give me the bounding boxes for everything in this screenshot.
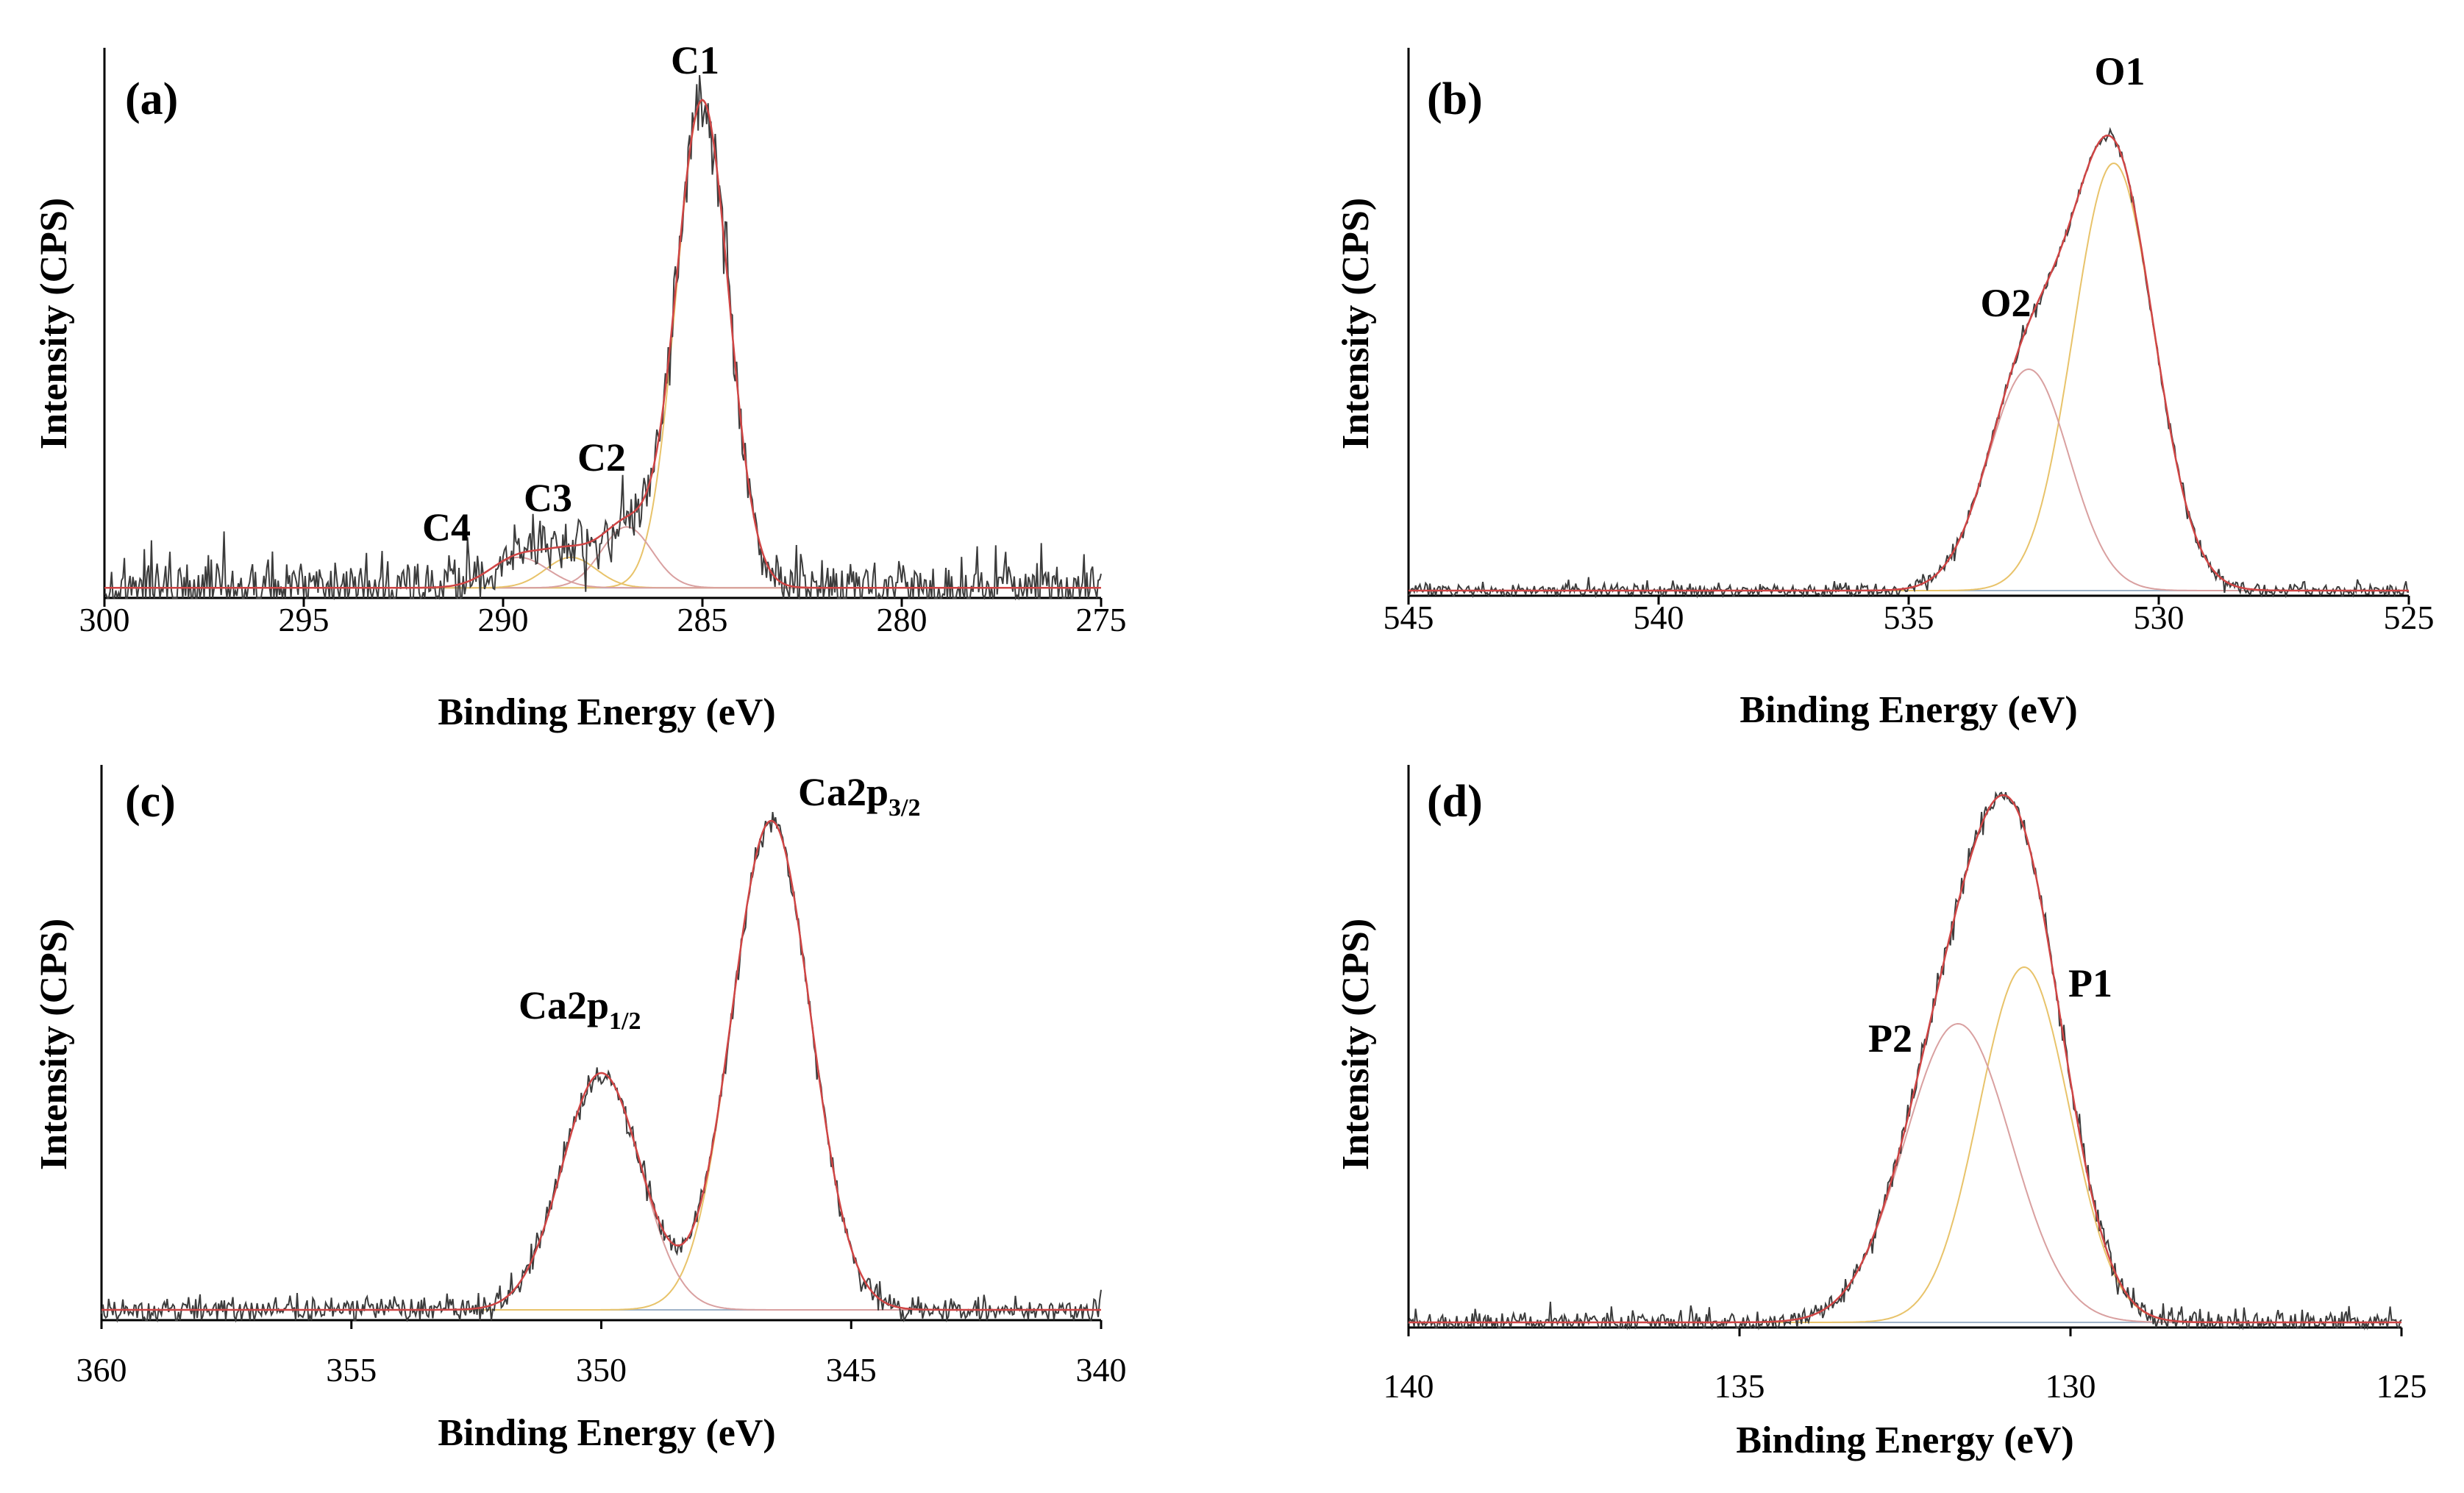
x-tick-label: 295 (279, 601, 330, 638)
envelope-fit-line (104, 99, 1101, 589)
peak-label-P2: P2 (1868, 1016, 1912, 1061)
y-axis-label: Intensity (CPS) (33, 919, 75, 1170)
y-axis-label: Intensity (CPS) (1335, 198, 1377, 449)
x-tick-label: 135 (1715, 1367, 1765, 1405)
x-tick-label: 530 (2134, 599, 2185, 636)
envelope-fit-line (1409, 794, 2401, 1324)
x-axis-label: Binding Energy (eV) (1740, 689, 2077, 731)
peak-label-Ca2p1-2: Ca2p1/2 (519, 983, 641, 1035)
x-tick-label: 130 (2045, 1367, 2096, 1405)
y-axis-label: Intensity (CPS) (33, 198, 75, 449)
x-tick-label: 345 (826, 1351, 877, 1389)
peak-label-P1: P1 (2068, 961, 2112, 1005)
peak-label-C4: C4 (422, 505, 471, 549)
curves (1408, 127, 2410, 599)
curves (101, 811, 1102, 1323)
peak-labels: O1 O2 (1980, 49, 2145, 325)
x-ticks: 300 295 290 285 280 275 (79, 598, 1127, 638)
peak-label-C3: C3 (524, 476, 572, 520)
y-axis-label: Intensity (CPS) (1335, 919, 1377, 1170)
peak-label-O2: O2 (1980, 281, 2031, 325)
x-tick-label: 360 (76, 1351, 127, 1389)
raw-spectrum-line (1408, 127, 2410, 599)
x-axis-label: Binding Energy (eV) (1736, 1419, 2073, 1461)
x-tick-label: 540 (1634, 599, 1684, 636)
x-tick-label: 280 (877, 601, 927, 638)
panel-label: (b) (1427, 74, 1483, 124)
x-tick-label: 140 (1384, 1367, 1434, 1405)
x-tick-label: 545 (1384, 599, 1434, 636)
panel-label: (c) (125, 777, 176, 827)
x-axis-label: Binding Energy (eV) (438, 1412, 775, 1454)
panel-d: 140 135 130 125 P1 P2 (d) Binding Energy (eV… (1335, 765, 2427, 1461)
x-tick-label: 340 (1076, 1351, 1127, 1389)
x-ticks: 360 355 350 345 340 (76, 1320, 1127, 1389)
peak-labels: Ca2p3/2 Ca2p1/2 (519, 770, 920, 1035)
peak-label-C2: C2 (577, 435, 626, 480)
x-tick-label: 350 (576, 1351, 627, 1389)
x-ticks: 545 540 535 530 525 (1384, 596, 2435, 636)
x-tick-label: 275 (1076, 601, 1127, 638)
x-axis-label: Binding Energy (eV) (438, 691, 775, 733)
peak-label-O1: O1 (2094, 49, 2145, 93)
panel-label: (d) (1427, 777, 1483, 827)
x-tick-label: 525 (2384, 599, 2435, 636)
x-tick-label: 285 (677, 601, 728, 638)
x-tick-label: 290 (478, 601, 529, 638)
x-tick-label: 535 (1884, 599, 1934, 636)
curves (104, 75, 1102, 601)
panel-label: (a) (125, 74, 178, 124)
raw-spectrum-line (101, 811, 1102, 1323)
peak-label-C1: C1 (671, 38, 719, 82)
x-tick-label: 125 (2376, 1367, 2427, 1405)
peak-labels: P1 P2 (1868, 961, 2112, 1061)
peak-label-Ca2p3-2: Ca2p3/2 (798, 770, 920, 822)
envelope-fit-line (102, 819, 1101, 1311)
envelope-fit-line (1409, 134, 2409, 592)
x-ticks: 140 135 130 125 (1384, 1328, 2427, 1405)
panel-c: 360 355 350 345 340 Ca2p3/2 Ca2p1/2 (c) Bindi… (33, 765, 1127, 1454)
panel-b: 545 540 535 530 525 O1 O2 (b) Binding Energy … (1335, 48, 2435, 731)
x-tick-label: 355 (326, 1351, 377, 1389)
curves (1408, 791, 2402, 1330)
x-tick-label: 300 (79, 601, 130, 638)
